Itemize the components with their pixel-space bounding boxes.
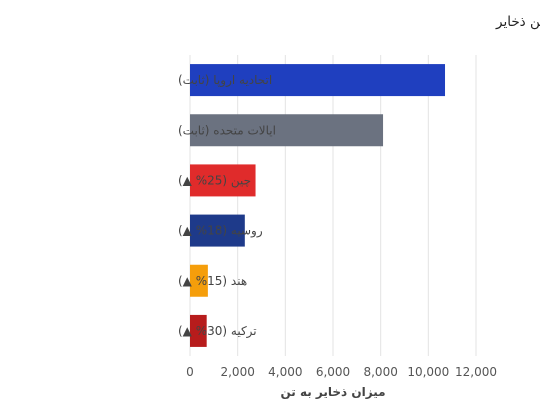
x-tick-label: 10,000 (407, 365, 449, 379)
bar (190, 64, 446, 97)
y-category-label: ایالات متحده (ثابت) (178, 123, 276, 137)
y-category-label: چین (25% ▲) (178, 173, 251, 188)
x-tick-label: 12,000 (455, 365, 497, 379)
y-category-label: هند (15% ▲) (178, 274, 247, 288)
bar (190, 164, 256, 197)
y-axis-labels: اتحادیه اروپا (ثابت) ایالات متحده (ثابت) چ… (178, 73, 276, 339)
x-axis-tick-labels: 0 2,000 4,000 6,000 8,000 10,000 12,000 (186, 365, 497, 379)
x-tick-label: 2,000 (220, 365, 254, 379)
x-tick-label: 8,000 (363, 365, 397, 379)
y-category-label: روسیه (18% ▲) (178, 224, 263, 239)
bar (190, 314, 207, 347)
bar (190, 114, 384, 147)
chart-title: نمودار ذخایر طلای بانک‌های مرکزی (۲۰۲۵) … (495, 14, 540, 30)
bar (190, 214, 245, 247)
x-tick-label: 6,000 (316, 365, 350, 379)
x-axis-title: میزان ذخایر به تن (280, 385, 385, 399)
y-category-label: اتحادیه اروپا (ثابت) (178, 73, 272, 88)
bar (190, 264, 208, 297)
x-tick-label: 0 (186, 365, 194, 379)
y-category-label: ترکیه (30% ▲) (178, 324, 257, 339)
bars-group (190, 64, 446, 347)
grid-lines (189, 55, 477, 356)
x-tick-label: 4,000 (268, 365, 302, 379)
